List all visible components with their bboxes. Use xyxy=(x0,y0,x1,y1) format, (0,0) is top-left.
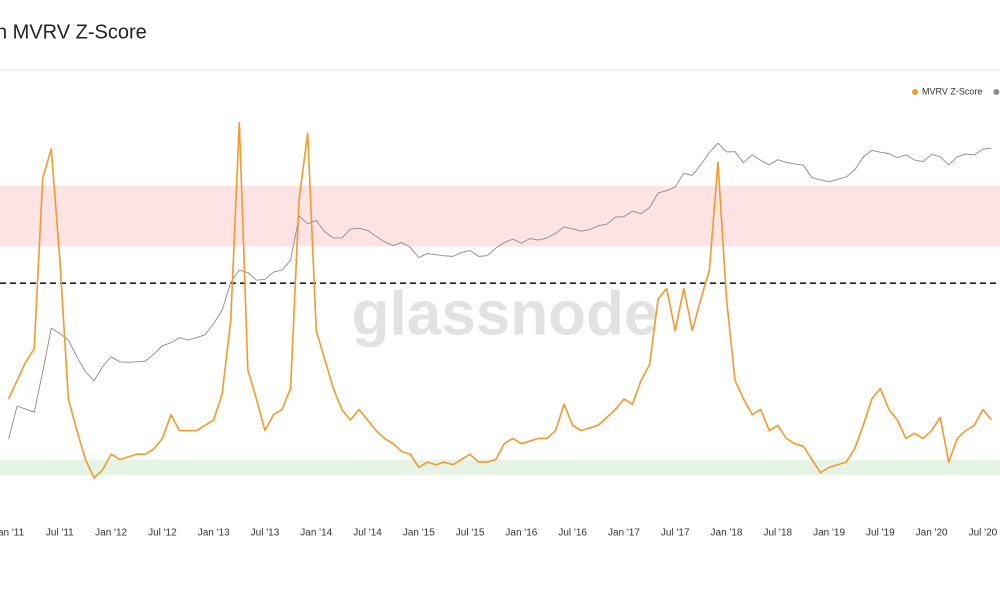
x-tick-label: Jan '20 xyxy=(916,528,948,539)
x-tick-label: Jul '15 xyxy=(456,528,485,539)
x-tick-label: Jan '12 xyxy=(95,528,127,539)
x-tick-label: Jan '17 xyxy=(608,528,640,539)
x-tick-label: Jul '20 xyxy=(969,528,998,539)
legend-marker xyxy=(993,89,1000,95)
x-tick-label: Jul '16 xyxy=(558,528,587,539)
x-tick-label: Jan '14 xyxy=(300,528,332,539)
x-tick-label: Jul '13 xyxy=(251,528,280,539)
zone xyxy=(0,459,1000,476)
chart-title: n MVRV Z-Score xyxy=(0,21,147,43)
x-tick-label: Jan '16 xyxy=(505,528,537,539)
zone xyxy=(0,185,1000,247)
x-tick-label: Jul '12 xyxy=(148,528,177,539)
x-tick-label: Jul '17 xyxy=(661,528,690,539)
x-tick-label: Jan '11 xyxy=(0,528,25,539)
x-tick-label: Jan '15 xyxy=(403,528,435,539)
legend-label: MVRV Z-Score xyxy=(922,86,982,96)
series-line xyxy=(7,121,993,479)
legend-marker xyxy=(912,89,918,95)
x-tick-label: Jul '18 xyxy=(763,528,792,539)
x-tick-label: Jul '19 xyxy=(866,528,895,539)
x-tick-label: Jan '13 xyxy=(198,528,230,539)
x-tick-label: Jul '14 xyxy=(353,528,382,539)
watermark: glassnode xyxy=(352,279,659,348)
x-tick-label: Jul '11 xyxy=(46,528,74,539)
x-tick-label: Jan '19 xyxy=(813,528,845,539)
x-tick-label: Jan '18 xyxy=(711,528,743,539)
series-line xyxy=(8,142,992,440)
